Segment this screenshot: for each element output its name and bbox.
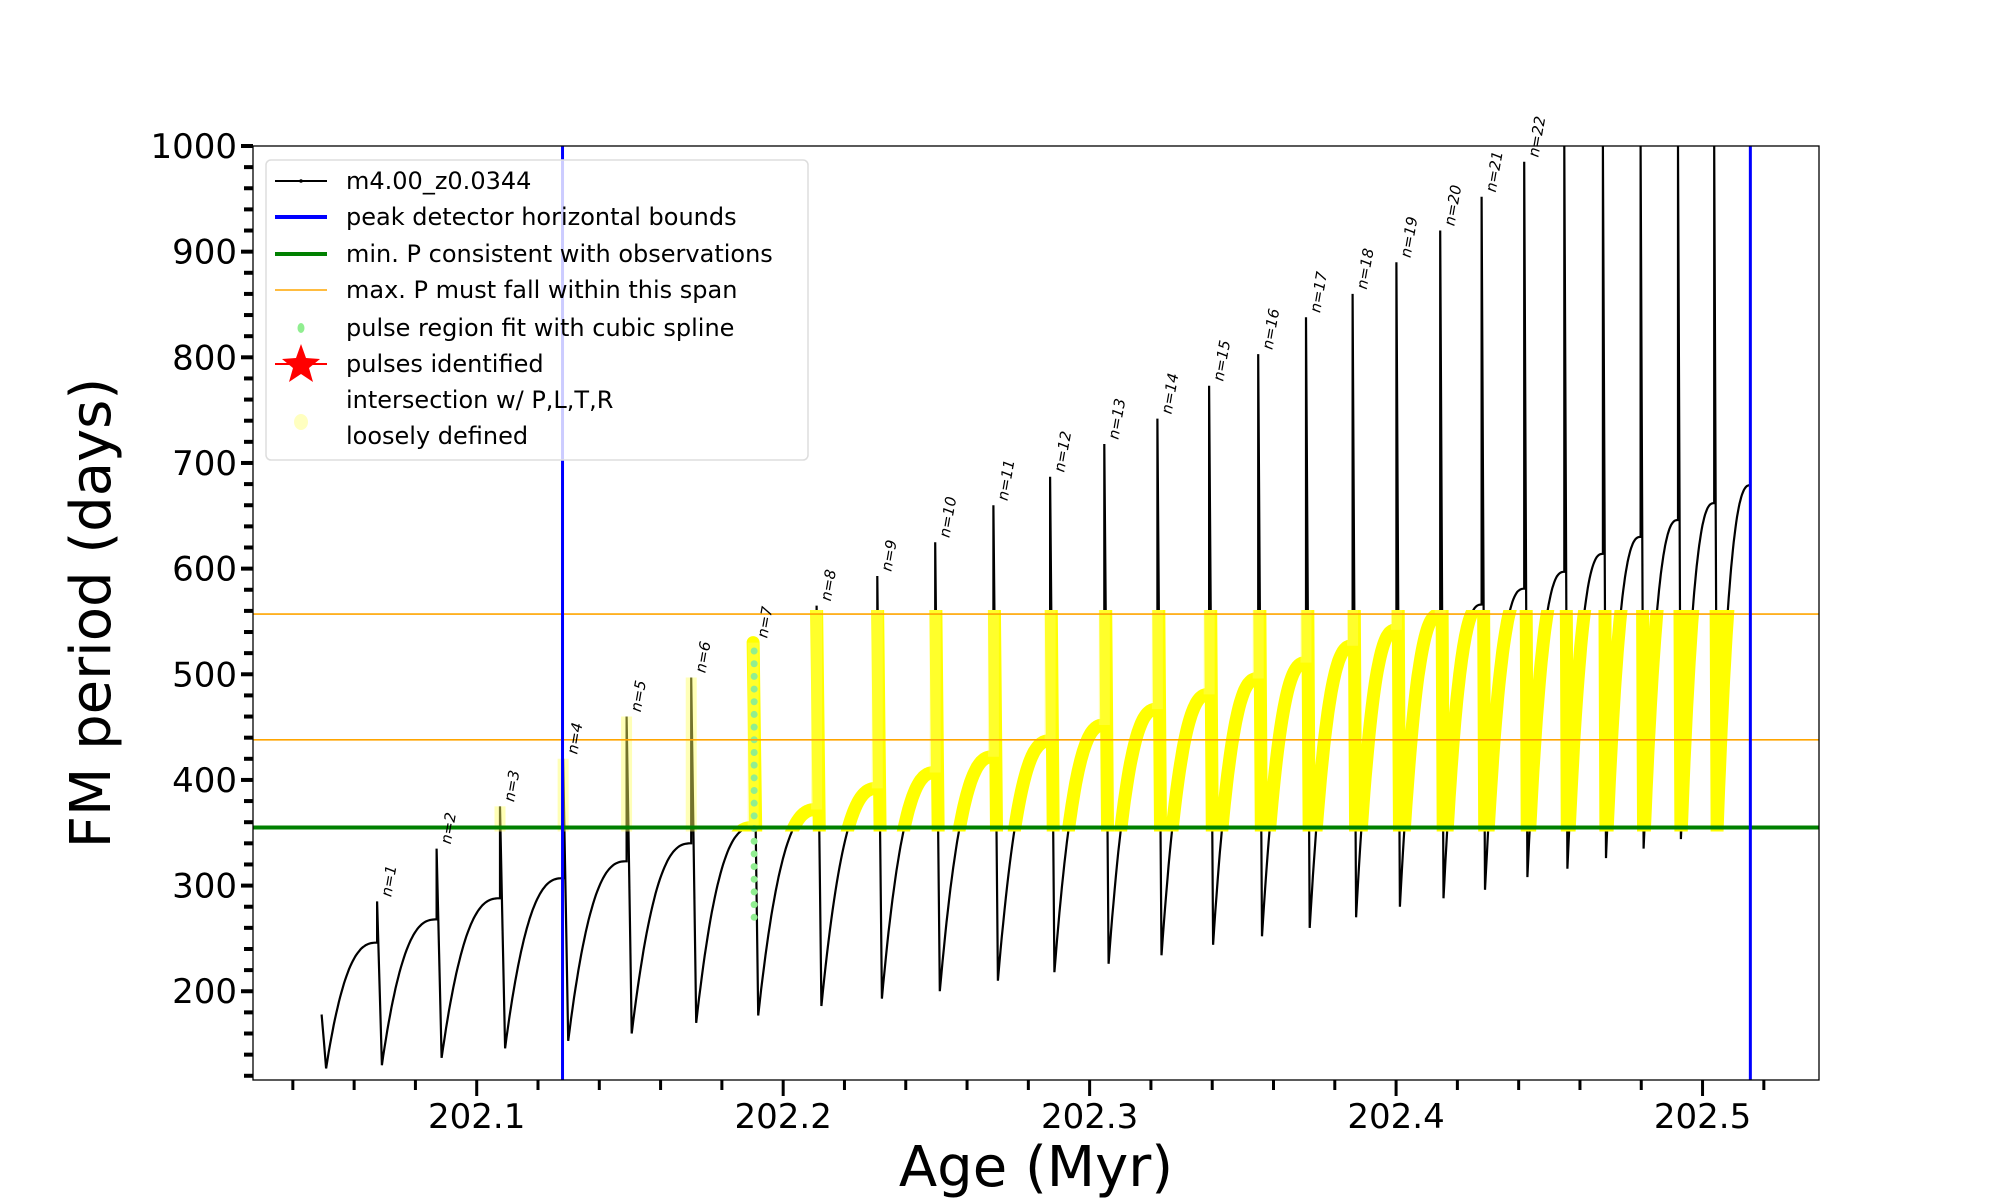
spline-fit-point (750, 647, 758, 655)
pulse-label: n=3 (500, 769, 523, 803)
pulse-label: n=13 (1105, 397, 1130, 441)
y-tick-label: 200 (172, 972, 237, 1012)
pulse-label: n=4 (563, 721, 586, 755)
pulse-label: n=20 (1440, 184, 1465, 228)
spline-fit-point (750, 761, 758, 769)
y-tick-label: 900 (172, 233, 237, 273)
legend-label-peak-bounds: peak detector horizontal bounds (346, 203, 737, 231)
plot-area (253, 146, 1819, 1080)
legend-marker-intersection (294, 414, 308, 430)
pulse-label: n=18 (1353, 247, 1378, 291)
y-tick-label: 800 (172, 338, 237, 378)
legend-label-spline: pulse region fit with cubic spline (346, 314, 734, 342)
y-axis-title: FM period (days) (59, 378, 124, 848)
pulse-label: n=19 (1397, 215, 1422, 259)
pulse-label: n=9 (878, 538, 901, 572)
pulse-label: n=11 (994, 458, 1019, 502)
pulse-label: n=8 (817, 568, 840, 602)
pulse-label: n=5 (627, 679, 650, 713)
pulse-label: n=10 (935, 495, 960, 539)
spline-fit-point (750, 799, 758, 807)
spline-fit-point (750, 913, 758, 921)
spline-fit-point (750, 901, 758, 909)
spline-fit-point (750, 787, 758, 795)
pulse-label: n=16 (1258, 307, 1283, 351)
legend-box (265, 159, 809, 461)
plot-frame (252, 145, 1820, 1081)
spline-fit-point (750, 685, 758, 693)
legend-label-min-p: min. P consistent with observations (346, 240, 773, 268)
legend-label-intersection-2: loosely defined (346, 422, 528, 450)
spline-fit-point (750, 698, 758, 706)
spline-fit-point (750, 672, 758, 680)
legend-marker-spline (297, 323, 305, 333)
y-tick-label: 1000 (150, 127, 237, 167)
pulse-label: n=7 (753, 605, 776, 640)
star-icon (282, 344, 320, 382)
pulse-label: n=12 (1050, 430, 1075, 474)
pulse-label: n=6 (691, 640, 714, 674)
spline-fit-point (750, 812, 758, 820)
legend-label-model: m4.00_z0.0344 (346, 167, 531, 195)
spline-fit-point (750, 850, 758, 858)
legend-label-max-p: max. P must fall within this span (346, 276, 737, 304)
y-tick-label: 700 (172, 444, 237, 484)
legend-label-intersection: intersection w/ P,L,T,R (346, 386, 613, 414)
x-tick-label: 202.3 (1041, 1097, 1138, 1137)
legend-label-pulses: pulses identified (346, 350, 544, 378)
spline-fit-point (750, 660, 758, 668)
spline-fit-point (750, 723, 758, 731)
spline-fit-point (750, 888, 758, 896)
x-tick-label: 202.2 (735, 1097, 832, 1137)
x-tick-label: 202.1 (428, 1097, 525, 1137)
spline-fit-point (750, 748, 758, 756)
x-tick-label: 202.4 (1347, 1097, 1444, 1137)
legend: m4.00_z0.0344 peak detector horizontal b… (265, 159, 809, 461)
legend-marker-model (299, 179, 303, 183)
x-tick-label: 202.5 (1654, 1097, 1751, 1137)
pulse-label: n=21 (1482, 150, 1507, 194)
x-axis-title: Age (Myr) (899, 1135, 1173, 1200)
spline-fit-point (750, 837, 758, 845)
spline-fit-point (750, 710, 758, 718)
axes: 202.1 202.2 202.3 202.4 202.5 200 300 400 500 600… (150, 127, 1766, 1137)
y-tick-label: 400 (172, 761, 237, 801)
pulse-label: n=2 (437, 811, 460, 845)
y-tick-label: 500 (172, 655, 237, 695)
pulse-label: n=1 (377, 864, 400, 898)
intersection-curve (731, 610, 1735, 832)
y-tick-label: 600 (172, 550, 237, 590)
spline-fit-point (750, 875, 758, 883)
spline-fit-point (750, 774, 758, 782)
spline-fit-point (750, 863, 758, 871)
pulse-label: n=15 (1209, 339, 1234, 383)
pulse-label: n=22 (1524, 115, 1549, 159)
pulse-label: n=17 (1306, 270, 1331, 314)
pulse-label: n=14 (1158, 372, 1183, 416)
y-tick-label: 300 (172, 867, 237, 907)
